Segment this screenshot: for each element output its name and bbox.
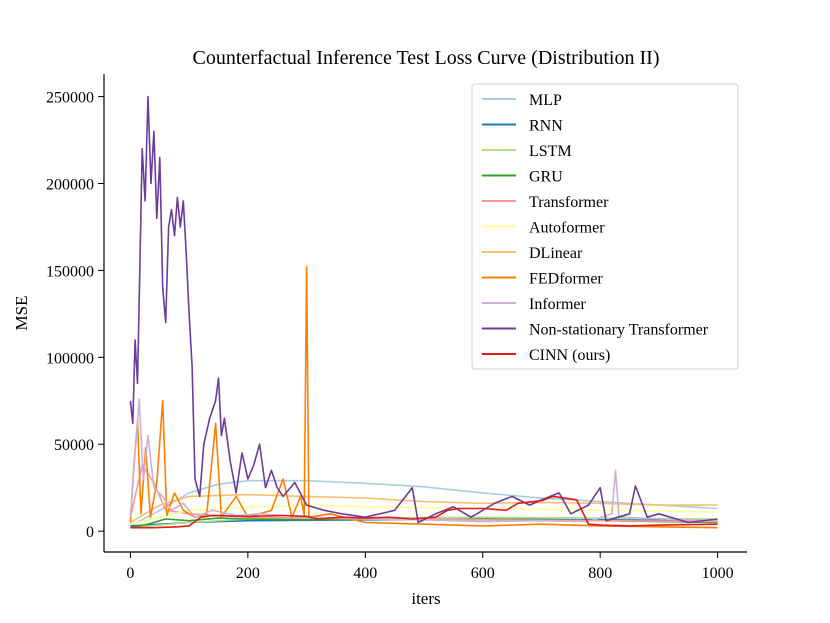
y-tick-label: 100000 [46, 350, 94, 367]
y-axis-ticks: 0 50000 100000 150000 200000 250000 [46, 90, 104, 541]
y-tick-label: 150000 [46, 263, 94, 280]
axes [103, 74, 747, 553]
y-tick-label: 200000 [46, 177, 94, 194]
series-line-autoformer [130, 504, 718, 525]
legend-label-autoformer: Autoformer [529, 220, 605, 237]
x-axis-label: iters [411, 589, 440, 608]
y-tick-label: 250000 [46, 90, 94, 107]
y-tick-label: 50000 [54, 437, 94, 454]
legend-label-dlinear: DLinear [529, 245, 583, 262]
x-axis-ticks: 0 200 400 600 800 1000 [126, 552, 734, 582]
legend-label-mlp: MLP [529, 92, 562, 109]
legend-label-non-stationary-transformer: Non-stationary Transformer [529, 322, 709, 339]
series-layer [129, 95, 718, 529]
x-tick-label: 200 [236, 565, 260, 582]
x-tick-label: 400 [353, 565, 377, 582]
series-line-informer [129, 398, 718, 523]
x-tick-label: 1000 [702, 565, 734, 582]
x-tick-label: 800 [588, 565, 612, 582]
series-line-cinn-ours [130, 495, 718, 529]
legend-label-cinn-ours: CINN (ours) [529, 347, 610, 364]
legend-label-fedformer: FEDformer [529, 271, 603, 288]
legend-label-transformer: Transformer [529, 194, 609, 211]
legend-frame [471, 83, 739, 370]
y-axis-label: MSE [12, 296, 31, 331]
chart-title: Counterfactual Inference Test Loss Curve… [193, 47, 660, 69]
legend-label-informer: Informer [529, 296, 587, 313]
legend-label-rnn: RNN [529, 118, 563, 135]
legend: MLP RNN LSTM GRU Transformer Autoformer DLinea… [471, 83, 739, 370]
series-line-mlp [130, 479, 718, 527]
legend-label-gru: GRU [529, 169, 563, 186]
series-line-dlinear [129, 493, 718, 524]
y-tick-label: 0 [86, 524, 94, 541]
x-tick-label: 0 [126, 565, 134, 582]
series-line-fedformer [129, 266, 718, 529]
legend-label-lstm: LSTM [529, 143, 572, 160]
x-tick-label: 600 [471, 565, 495, 582]
